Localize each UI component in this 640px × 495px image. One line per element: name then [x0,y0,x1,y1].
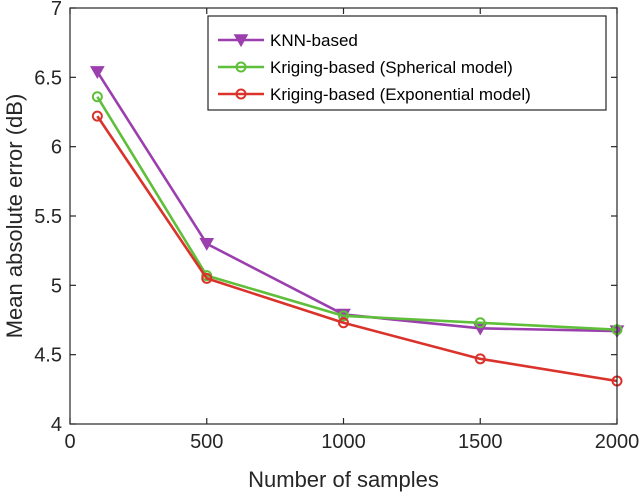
data-point [474,353,486,365]
x-axis-title: Number of samples [248,467,439,492]
series-line [96,71,618,333]
data-point [89,66,105,79]
legend-swatch-marker [235,88,247,100]
data-point [91,110,103,122]
y-tick-label: 5 [51,275,62,297]
data-point [201,272,213,284]
y-tick-label: 5.5 [34,206,62,228]
data-point [199,238,215,251]
data-point [474,317,486,329]
y-tick-label: 6.5 [34,67,62,89]
legend-swatch-marker [235,61,247,73]
legend-label: Kriging-based (Exponential model) [270,85,531,104]
x-tick-label: 0 [64,431,75,453]
series-layer [89,66,625,387]
x-tick-label: 1000 [321,431,366,453]
legend-label: Kriging-based (Spherical model) [270,58,513,77]
x-tick-label: 2000 [595,431,640,453]
series-2 [91,91,623,336]
y-axis-title: Mean absolute error (dB) [2,94,27,339]
y-tick-label: 4 [51,414,62,436]
y-tick-label: 4.5 [34,345,62,367]
data-point [338,310,349,322]
legend-item: KNN-based [218,31,358,50]
series-line [96,115,618,383]
series-3 [91,110,623,387]
data-point [91,91,103,103]
series-line [96,96,618,332]
legend-swatch-marker [233,34,249,48]
legend-item: Kriging-based (Spherical model) [218,58,513,77]
y-tick-label: 6 [51,137,62,159]
legend: KNN-based Kriging-based (Spherical model)… [207,15,607,111]
legend-item: Kriging-based (Exponential model) [218,85,531,104]
x-tick-label: 1500 [458,431,503,453]
legend-box [207,15,607,111]
y-tick-label: 7 [51,0,62,20]
x-tick-label: 500 [190,431,223,453]
legend-label: KNN-based [270,31,358,50]
data-point [338,317,349,329]
axis-ticks: 0 500 1000 1500 2000 4 4.5 5 5.5 6 6.5 7 [34,0,639,453]
